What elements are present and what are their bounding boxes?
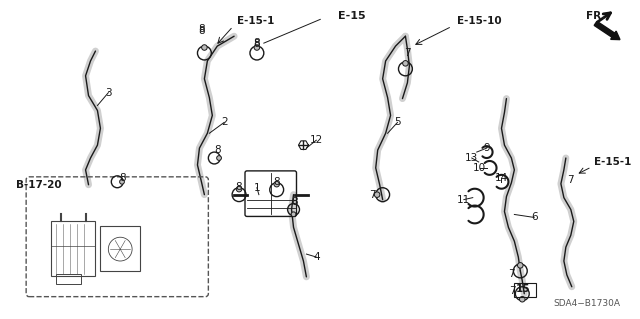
- Text: 8: 8: [291, 197, 298, 207]
- Text: E-15-1: E-15-1: [237, 16, 275, 26]
- Text: 8: 8: [119, 173, 125, 183]
- Text: 8: 8: [253, 38, 260, 48]
- Text: 8: 8: [198, 26, 205, 36]
- Text: 8: 8: [198, 24, 205, 34]
- Text: 8: 8: [253, 39, 260, 49]
- Text: 5: 5: [394, 117, 401, 127]
- Circle shape: [518, 263, 523, 268]
- Bar: [100, 226, 140, 271]
- Circle shape: [274, 182, 280, 187]
- Circle shape: [374, 192, 380, 197]
- FancyArrow shape: [594, 21, 620, 40]
- Text: E-15-10: E-15-10: [457, 16, 502, 26]
- Circle shape: [202, 45, 207, 50]
- Text: 8: 8: [236, 182, 243, 192]
- Text: 9: 9: [483, 143, 490, 153]
- Text: 15: 15: [516, 284, 531, 294]
- Text: 8: 8: [214, 145, 221, 155]
- Text: 3: 3: [105, 88, 111, 98]
- Text: 6: 6: [531, 212, 538, 222]
- Text: 7: 7: [404, 48, 411, 58]
- Text: 12: 12: [310, 135, 323, 145]
- Circle shape: [236, 186, 242, 192]
- Text: 7: 7: [568, 175, 574, 185]
- Bar: [56, 274, 81, 284]
- Circle shape: [291, 212, 296, 217]
- Circle shape: [403, 61, 408, 66]
- Text: 1: 1: [253, 183, 260, 193]
- Text: B-17-20: B-17-20: [16, 180, 62, 190]
- Text: FR.: FR.: [586, 11, 605, 21]
- Text: SDA4−B1730A: SDA4−B1730A: [554, 299, 620, 308]
- Text: 10: 10: [473, 163, 486, 173]
- Circle shape: [120, 179, 124, 184]
- Text: 13: 13: [465, 153, 479, 163]
- Text: 2: 2: [221, 117, 227, 127]
- Bar: [515, 283, 536, 297]
- Text: 7: 7: [369, 190, 376, 200]
- Text: 8: 8: [273, 177, 280, 187]
- Text: 4: 4: [313, 252, 319, 262]
- Circle shape: [217, 156, 221, 160]
- Text: 14: 14: [495, 173, 508, 183]
- Text: 7: 7: [509, 286, 516, 296]
- Text: E-15-1: E-15-1: [593, 157, 631, 167]
- Circle shape: [254, 45, 260, 50]
- Bar: [51, 221, 95, 276]
- Text: 11: 11: [457, 195, 470, 204]
- Text: 7: 7: [508, 269, 515, 279]
- Circle shape: [520, 296, 525, 302]
- Text: E-15: E-15: [338, 11, 365, 21]
